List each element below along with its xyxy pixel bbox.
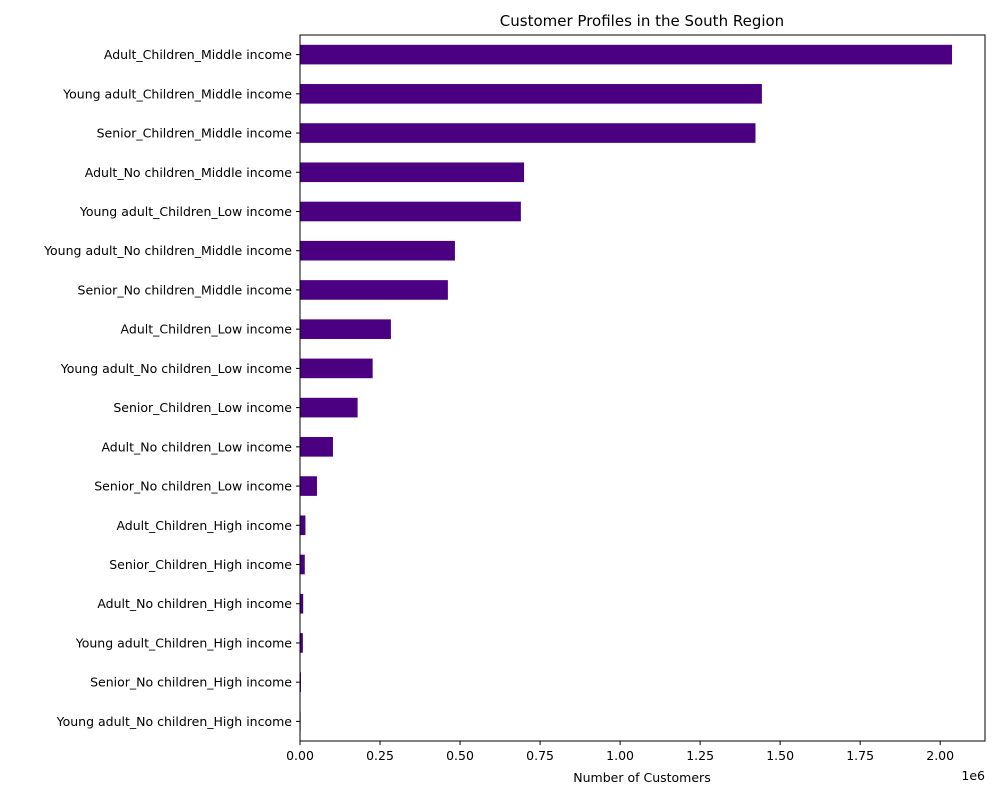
x-tick-label: 0.50: [446, 748, 474, 763]
bar: [300, 633, 303, 653]
y-tick-label: Young adult_No children_High income: [56, 714, 293, 729]
plot-frame: [299, 34, 986, 742]
bar: [300, 240, 455, 261]
y-tick-label: Senior_No children_Low income: [94, 479, 292, 494]
y-tick-label: Adult_Children_High income: [116, 518, 292, 533]
y-tick-label: Young adult_Children_Low income: [79, 204, 292, 219]
chart-title: Customer Profiles in the South Region: [500, 12, 784, 30]
bar: [300, 515, 306, 536]
bar: [300, 437, 333, 457]
bar: [300, 476, 317, 496]
x-axis-offset-text: 1e6: [961, 768, 985, 783]
y-tick-label: Senior_Children_High income: [109, 557, 292, 572]
y-tick-label: Adult_No children_High income: [97, 596, 292, 611]
bar: [300, 593, 304, 614]
x-tick-label: 1.00: [606, 748, 634, 763]
x-tick-label: 1.50: [766, 748, 794, 763]
bar: [300, 319, 391, 339]
x-tick-label: 0.75: [526, 748, 554, 763]
y-tick-label: Adult_No children_Low income: [101, 439, 292, 454]
y-tick-label: Senior_No children_High income: [90, 675, 292, 690]
y-tick-label: Adult_Children_Low income: [121, 322, 293, 337]
bar: [300, 201, 521, 222]
x-axis-ticks: 0.00 0.25 0.50 0.75 1.00 1.25 1.50 1.75 2.00: [286, 741, 954, 763]
y-tick-label: Young adult_Children_Middle income: [62, 86, 292, 101]
bar: [300, 44, 953, 65]
bar: [300, 162, 525, 183]
x-axis-label: Number of Customers: [573, 770, 710, 785]
y-tick-label: Young adult_No children_Low income: [60, 361, 293, 376]
x-tick-label: 0.00: [286, 748, 314, 763]
x-tick-label: 2.00: [926, 748, 954, 763]
x-tick-label: 1.75: [846, 748, 874, 763]
bar: [300, 554, 305, 575]
y-tick-label: Young adult_No children_Middle income: [43, 243, 292, 258]
x-tick-label: 0.25: [366, 748, 394, 763]
bar: [300, 358, 373, 379]
bar: [300, 397, 358, 418]
y-tick-label: Senior_Children_Middle income: [97, 126, 293, 141]
y-tick-label: Young adult_Children_High income: [75, 635, 293, 650]
bar: [300, 84, 762, 104]
y-axis-ticks: Adult_Children_Middle income Young adult_…: [43, 47, 300, 729]
y-tick-label: Adult_Children_Middle income: [104, 47, 292, 62]
y-tick-label: Senior_Children_Low income: [113, 400, 292, 415]
bar: [300, 123, 756, 143]
bars-group: [300, 44, 953, 732]
bar: [300, 280, 448, 300]
x-tick-label: 1.25: [686, 748, 714, 763]
y-tick-label: Senior_No children_Middle income: [78, 282, 293, 297]
y-tick-label: Adult_No children_Middle income: [85, 165, 293, 180]
